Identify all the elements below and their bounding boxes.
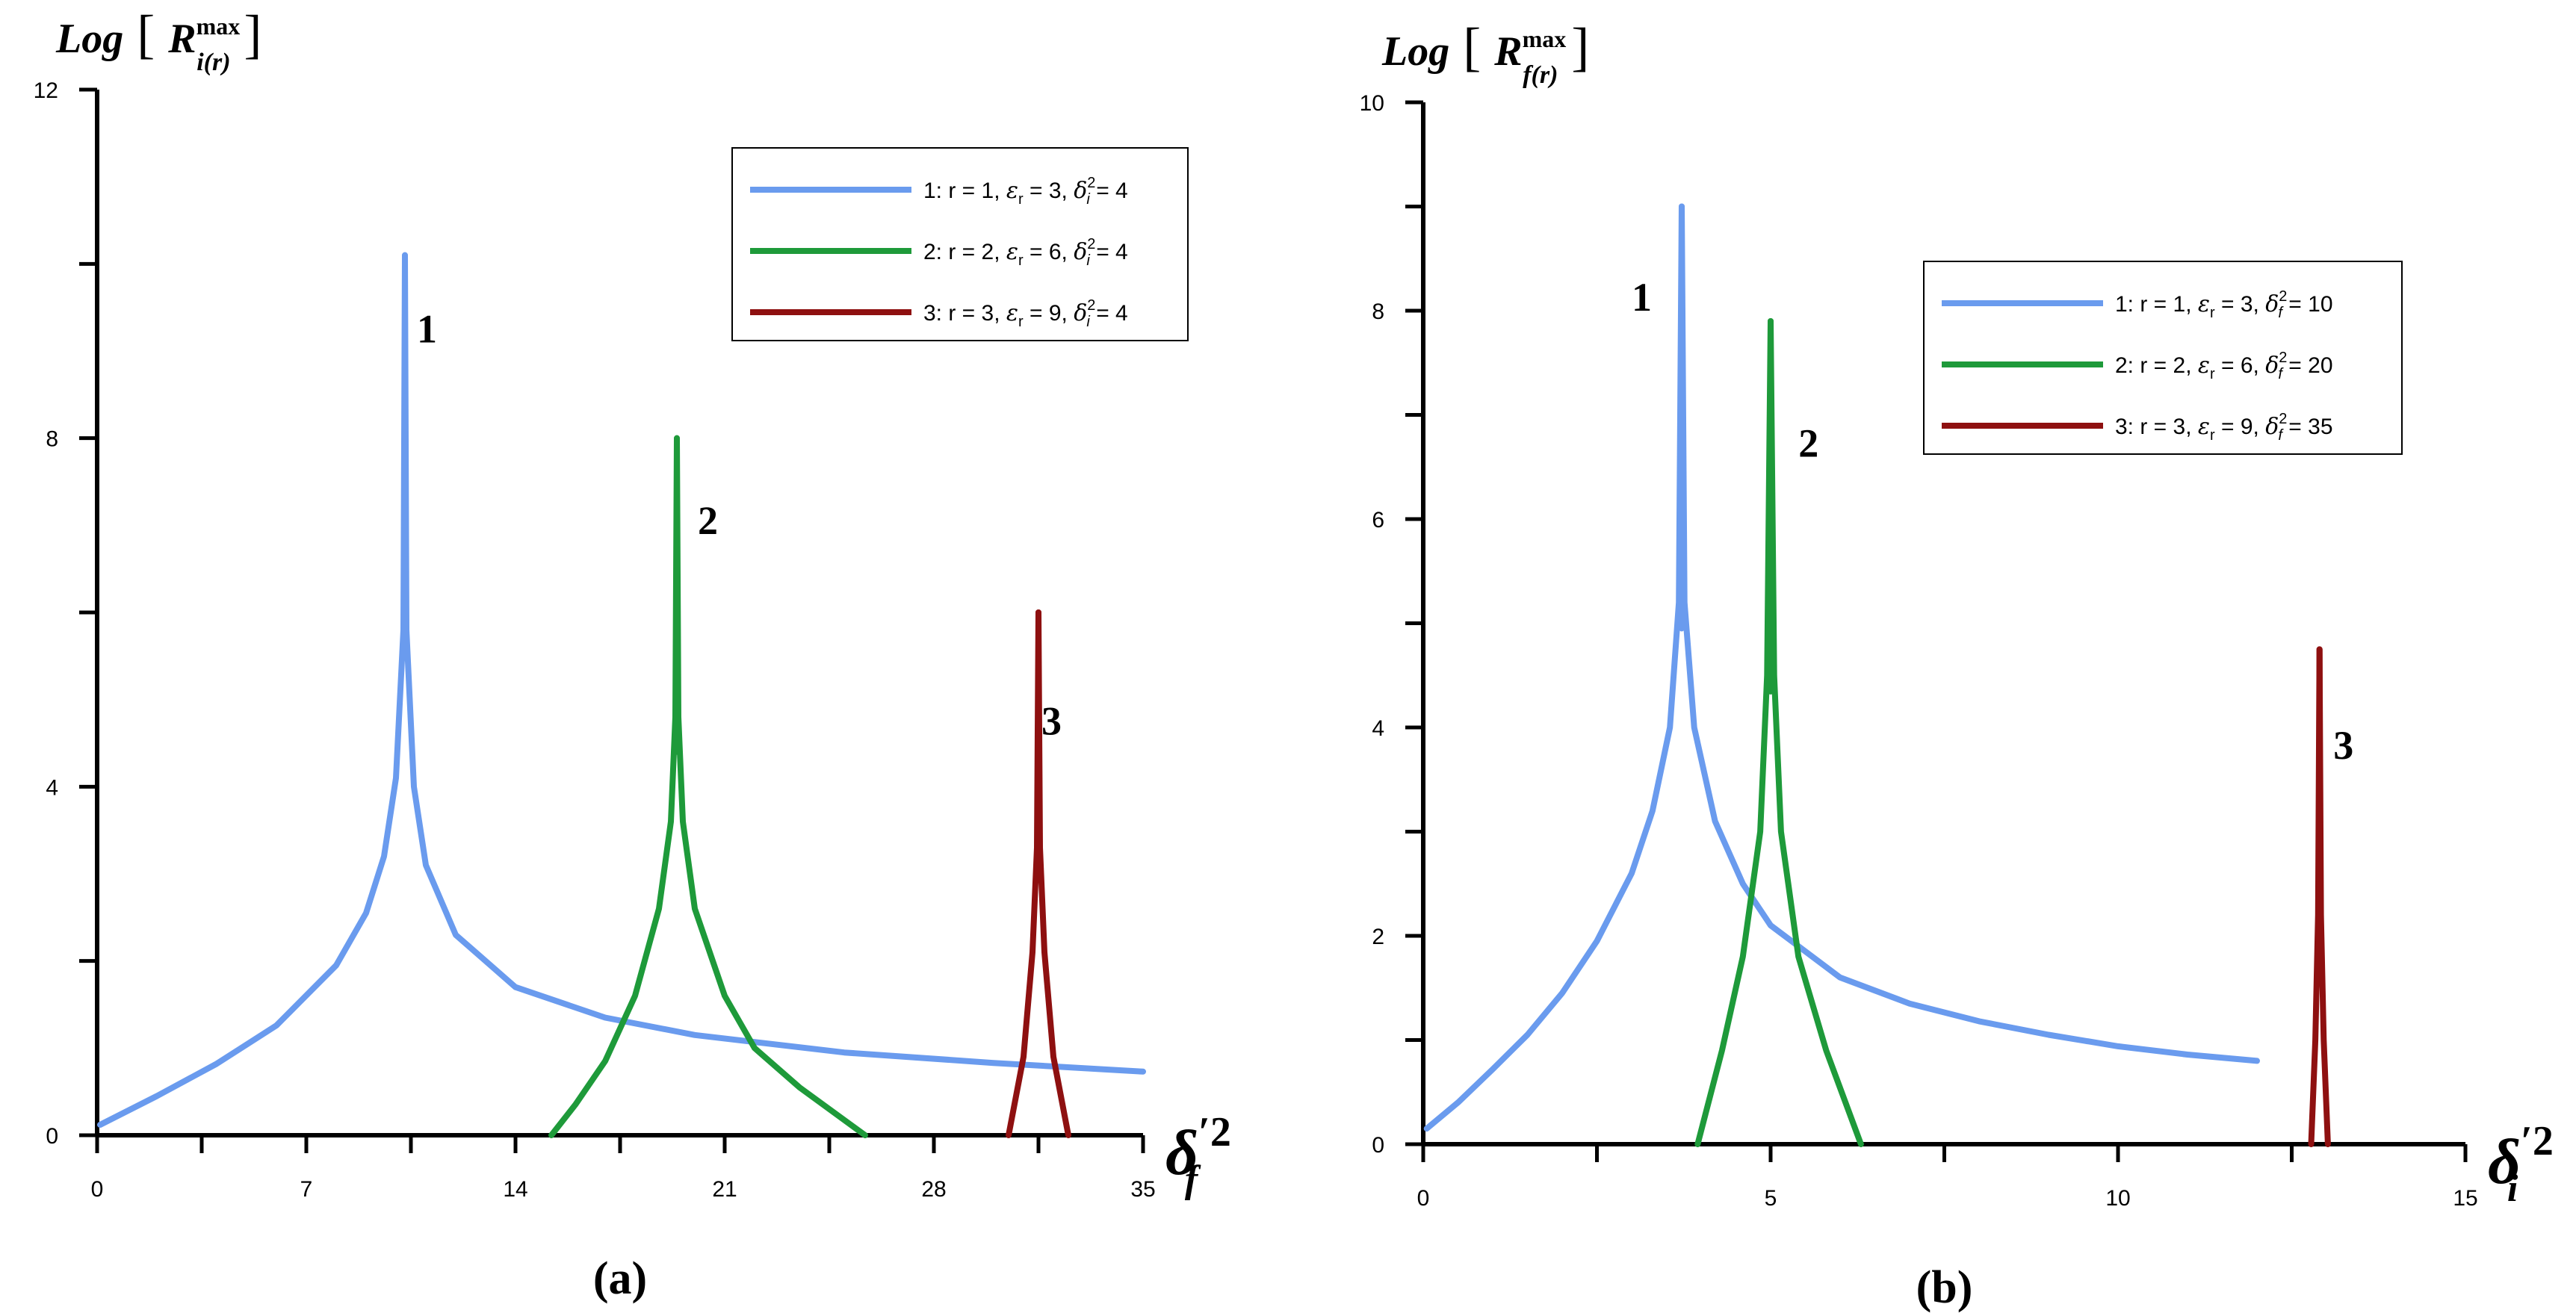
legend-entry-3: 3: r = 3, εr = 9, δ2 i = 4 <box>923 297 1128 330</box>
y-tick-label: 2 <box>1372 925 1384 949</box>
series-1-label: 1 <box>417 306 437 351</box>
y-axis-label: Log [ Rmax i(r) ] <box>55 4 262 76</box>
y-tick-label: 4 <box>46 775 58 800</box>
x-axis-label-main: δ <box>1165 1117 1198 1188</box>
y-tick-label: 0 <box>1372 1133 1384 1158</box>
x-tick-label: 10 <box>2105 1186 2130 1211</box>
y-tick-label: 0 <box>46 1124 58 1149</box>
y-axis-label-log: Log <box>55 16 123 62</box>
legend-box <box>731 147 1189 341</box>
series-1-line <box>97 252 1146 1128</box>
y-tick-label: 8 <box>1372 299 1384 324</box>
legend: 1: r = 1, εr = 3, δ2 i = 4 2: r = 2, εr = … <box>731 147 1189 341</box>
y-axis-label-sub: f(r) <box>1523 61 1558 89</box>
x-tick-label: 0 <box>1417 1186 1430 1211</box>
y-axis-label-sup: max <box>1523 25 1567 52</box>
series-2-label: 2 <box>698 498 718 543</box>
x-tick-label: 21 <box>712 1177 737 1202</box>
series-3-label: 3 <box>2333 723 2353 768</box>
legend-entry-1: 1: r = 1, εr = 3, δ2 f = 10 <box>2115 288 2333 321</box>
x-tick-label: 7 <box>300 1177 313 1202</box>
y-tick-label: 10 <box>1360 91 1384 116</box>
x-axis-label-main: δ <box>2488 1126 2521 1197</box>
y-axis-label-main: R <box>167 16 196 62</box>
x-tick-label: 14 <box>503 1177 527 1202</box>
y-tick-label: 4 <box>1372 716 1384 741</box>
panel-label: (b) <box>1916 1262 1973 1313</box>
legend-entry-2: 2: r = 2, εr = 6, δ2 i = 4 <box>923 236 1128 269</box>
x-tick-label: 28 <box>921 1177 946 1202</box>
series-3-label: 3 <box>1041 698 1062 743</box>
y-tick-label: 8 <box>46 427 58 452</box>
y-tick-label: 12 <box>34 78 58 103</box>
x-axis-label: δ′2 i <box>2488 1118 2554 1210</box>
x-tick-label: 0 <box>91 1177 104 1202</box>
series-1-label: 1 <box>1632 275 1652 320</box>
y-axis-label-main: R <box>1493 28 1522 75</box>
legend-entry-2: 2: r = 2, εr = 6, δ2 f = 20 <box>2115 350 2333 382</box>
x-axis-label-sub: f <box>1185 1158 1201 1201</box>
x-axis-label: δ′2 f <box>1165 1109 1231 1201</box>
x-axis-label-sup: ′2 <box>2521 1118 2554 1164</box>
y-axis-label-sub: i(r) <box>196 49 230 76</box>
legend-entry-1: 1: r = 1, εr = 3, δ2 i = 4 <box>923 175 1128 208</box>
y-axis-label-log: Log <box>1381 28 1449 75</box>
y-axis-label-sup: max <box>196 13 241 40</box>
series-2-label: 2 <box>1798 420 1818 465</box>
panel-label: (a) <box>593 1253 647 1304</box>
series-2-line <box>1694 318 1864 1147</box>
legend-entry-3: 3: r = 3, εr = 9, δ2 f = 35 <box>2115 411 2333 444</box>
legend: 1: r = 1, εr = 3, δ2 f = 10 2: r = 2, εr =… <box>1923 261 2403 455</box>
x-axis-label-sub: i <box>2507 1167 2518 1210</box>
x-axis-label-sup: ′2 <box>1198 1109 1231 1155</box>
y-tick-label: 6 <box>1372 508 1384 533</box>
x-tick-label: 35 <box>1130 1177 1155 1202</box>
legend-box <box>1923 261 2403 455</box>
y-axis-label: Log [ Rmax f(r) ] <box>1381 17 1589 89</box>
x-tick-label: 15 <box>2453 1186 2477 1211</box>
x-tick-label: 5 <box>1765 1186 1777 1211</box>
